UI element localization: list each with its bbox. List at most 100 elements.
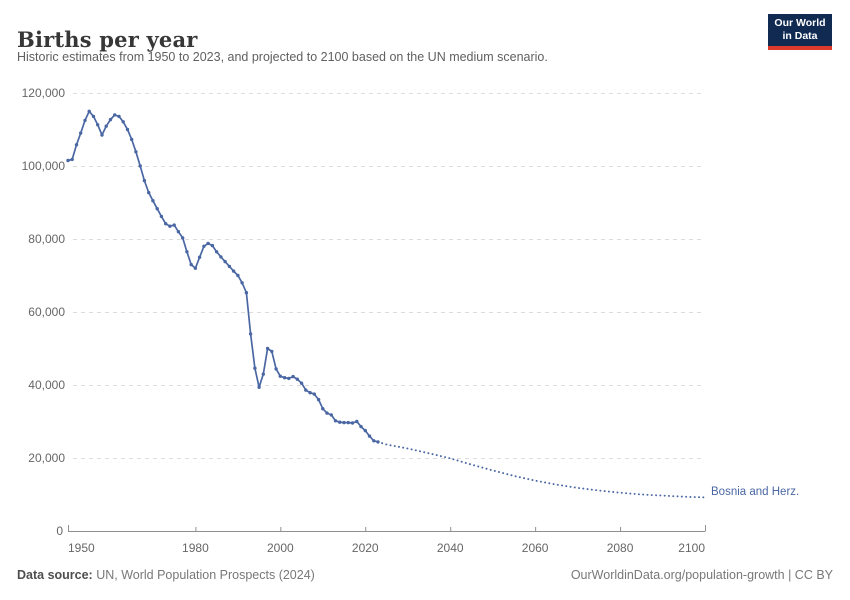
data-point-marker	[155, 207, 159, 211]
data-point-marker	[96, 123, 100, 127]
data-point-marker	[295, 377, 299, 381]
data-point-marker	[223, 259, 227, 264]
data-point-marker	[202, 244, 206, 248]
data-point-marker	[104, 124, 108, 128]
data-point-marker	[168, 224, 172, 228]
data-point-marker	[363, 428, 367, 433]
historic-line	[67, 110, 379, 443]
data-point-marker	[206, 241, 210, 246]
data-point-marker	[287, 376, 291, 381]
series-entity-label[interactable]: Bosnia and Herz.	[711, 486, 800, 498]
data-point-marker	[265, 346, 270, 351]
y-tick-label: 20,000	[28, 451, 65, 465]
data-source-text: UN, World Population Prospects (2024)	[92, 568, 315, 582]
owid-logo-line1: Our World	[774, 17, 826, 29]
data-point-marker	[130, 137, 134, 142]
page-title: Births per year	[17, 27, 198, 53]
data-point-marker	[181, 236, 185, 240]
data-point-marker	[117, 114, 121, 119]
x-tick-label: 1980	[182, 541, 209, 555]
data-point-marker	[308, 391, 312, 395]
x-tick-label: 2100	[678, 541, 705, 555]
data-point-marker	[66, 158, 70, 163]
chart-subtitle: Historic estimates from 1950 to 2023, an…	[17, 50, 548, 64]
data-point-marker	[113, 113, 117, 117]
y-tick-label: 80,000	[28, 232, 65, 246]
data-point-marker	[142, 178, 147, 183]
data-point-marker	[138, 164, 142, 168]
data-point-marker	[325, 411, 329, 415]
data-point-marker	[74, 143, 79, 147]
data-point-marker	[329, 413, 333, 417]
data-point-marker	[244, 291, 249, 295]
data-point-marker	[274, 367, 278, 371]
x-tick-label: 2040	[437, 541, 464, 555]
data-point-marker	[350, 421, 355, 425]
data-point-marker	[214, 250, 219, 254]
data-point-marker	[210, 243, 215, 248]
y-tick-label: 0	[56, 524, 63, 538]
data-point-marker	[79, 131, 83, 135]
data-point-marker	[270, 349, 274, 354]
data-point-marker	[121, 120, 125, 124]
license-link[interactable]: OurWorldinData.org/population-growth | C…	[570, 568, 833, 582]
x-tick-label: 2020	[352, 541, 379, 555]
data-point-marker	[312, 392, 316, 396]
data-point-marker	[151, 199, 155, 203]
y-tick-label: 100,000	[22, 159, 66, 173]
owid-logo-redbar	[768, 46, 832, 50]
data-point-marker	[108, 117, 113, 122]
data-point-marker	[236, 273, 240, 278]
data-point-marker	[253, 366, 257, 370]
projection-line	[377, 440, 706, 499]
data-point-marker	[316, 397, 321, 402]
data-point-marker	[248, 332, 253, 336]
owid-logo[interactable]: Our World in Data	[768, 14, 832, 50]
data-point-marker	[372, 439, 376, 443]
data-point-marker	[282, 376, 287, 380]
data-point-marker	[299, 381, 304, 385]
x-tick-label: 2080	[607, 541, 634, 555]
data-point-marker	[87, 109, 91, 114]
y-tick-label: 40,000	[28, 378, 65, 392]
data-point-marker	[261, 372, 265, 376]
data-point-marker	[367, 434, 372, 438]
data-point-marker	[185, 250, 189, 254]
x-tick-label: 2000	[267, 541, 294, 555]
data-point-marker	[70, 157, 74, 162]
data-point-marker	[164, 222, 168, 226]
data-point-marker	[176, 230, 181, 234]
x-tick-label: 1950	[68, 541, 95, 555]
y-tick-label: 120,000	[22, 86, 66, 100]
data-point-marker	[338, 420, 342, 424]
owid-logo-line2: in Data	[782, 30, 818, 42]
x-tick-label: 2060	[522, 541, 549, 555]
data-point-marker	[359, 424, 363, 429]
data-point-marker	[278, 374, 282, 378]
data-point-marker	[321, 407, 325, 411]
data-point-marker	[197, 255, 202, 259]
data-point-marker	[125, 127, 130, 132]
data-point-marker	[333, 419, 338, 423]
data-point-marker	[91, 114, 96, 119]
data-source-note: Data source: UN, World Population Prospe…	[17, 567, 315, 583]
data-point-marker	[257, 385, 261, 389]
data-point-marker	[83, 118, 87, 123]
data-point-marker	[159, 214, 164, 219]
data-point-marker	[304, 388, 308, 392]
data-point-marker	[227, 264, 232, 269]
data-point-marker	[355, 419, 359, 424]
data-point-marker	[291, 374, 295, 379]
owid-logo-text: Our World in Data	[768, 14, 832, 46]
data-source-label: Data source:	[17, 568, 93, 582]
data-point-marker	[342, 420, 346, 425]
data-point-marker	[346, 420, 350, 425]
data-point-marker	[189, 262, 193, 267]
y-tick-label: 60,000	[28, 305, 65, 319]
data-point-marker	[147, 190, 151, 195]
data-point-marker	[240, 281, 244, 285]
data-point-marker	[193, 266, 198, 270]
data-point-marker	[172, 223, 176, 227]
data-point-marker	[219, 255, 223, 259]
